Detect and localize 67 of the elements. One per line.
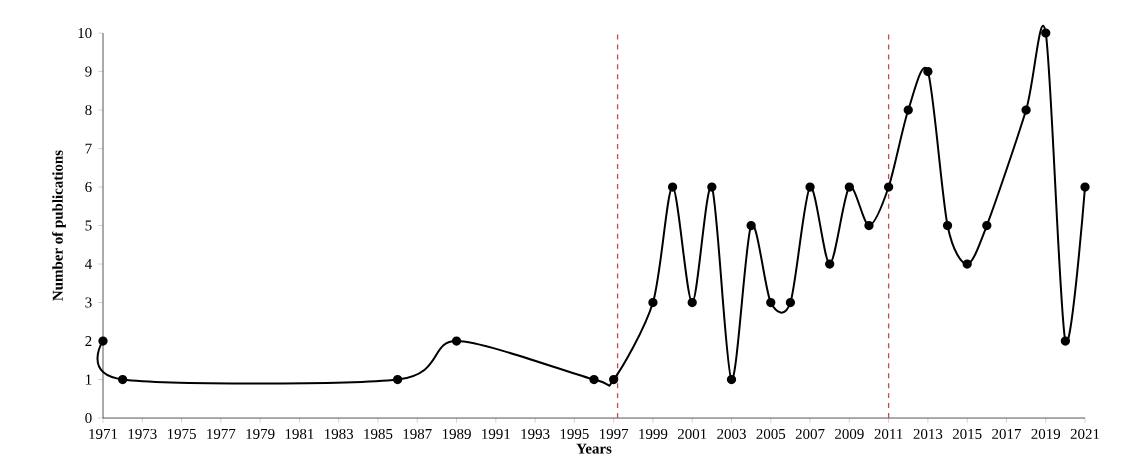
y-tick-label: 6 [85, 182, 92, 193]
y-tick-label: 10 [78, 27, 92, 39]
point [903, 105, 913, 115]
x-tick-label: 2017 [992, 428, 1021, 439]
point [392, 374, 403, 385]
x-tick-label: 2021 [1070, 428, 1100, 439]
x-tick-label: 2001 [677, 428, 707, 439]
point [687, 297, 697, 308]
x-tick-label: 1997 [600, 428, 629, 439]
point [726, 374, 737, 385]
x-tick-label: 1975 [167, 428, 196, 439]
point [785, 297, 796, 308]
point [1080, 182, 1090, 192]
x-tick-label: 1981 [285, 428, 314, 439]
point [942, 220, 953, 231]
point [667, 182, 678, 192]
point [962, 259, 972, 269]
point [982, 220, 992, 231]
y-tick-label: 9 [85, 66, 92, 77]
x-tick-label: 2007 [795, 428, 825, 439]
point [805, 182, 815, 192]
point [589, 374, 599, 385]
x-tick-label: 2009 [835, 428, 864, 439]
point [707, 182, 717, 192]
x-tick-label: 1983 [325, 428, 354, 439]
y-tick-label: 0 [85, 412, 92, 424]
point [1060, 336, 1071, 346]
y-tick-label: 4 [84, 259, 92, 269]
point [609, 374, 619, 385]
y-tick-label: 3 [85, 297, 92, 308]
x-tick-label: 1977 [207, 428, 236, 439]
point [883, 182, 894, 192]
point [864, 220, 874, 231]
point [923, 66, 933, 77]
point [825, 259, 835, 269]
point [844, 182, 854, 192]
y-tick-label: 2 [85, 336, 92, 346]
x-tick-label: 1989 [442, 428, 471, 439]
point [746, 220, 756, 231]
x-tick-label: 2013 [913, 428, 943, 439]
x-tick-label: 2005 [756, 428, 786, 439]
y-tick-label: 1 [86, 374, 92, 385]
x-tick-label: 2003 [717, 428, 746, 439]
x-axis-title: Years [576, 443, 612, 454]
point [451, 336, 462, 346]
x-tick-label: 1973 [128, 428, 157, 439]
y-tick-label: 5 [85, 220, 92, 231]
point [1021, 105, 1031, 115]
point [766, 297, 776, 308]
x-tick-label: 2015 [952, 428, 982, 439]
x-tick-label: 1995 [560, 428, 589, 439]
x-tick-label: 1999 [639, 428, 668, 439]
point [1041, 28, 1051, 38]
point [98, 336, 108, 346]
y-tick-label: 8 [85, 104, 92, 116]
y-axis-title: Number of publications [52, 150, 66, 301]
x-tick-label: 1987 [403, 428, 432, 439]
y-tick-label: 7 [85, 143, 92, 154]
x-tick-label: 1971 [89, 428, 118, 439]
x-tick-label: 2011 [874, 428, 903, 439]
x-tick-label: 1991 [482, 428, 510, 439]
point [648, 297, 658, 308]
x-tick-label: 1985 [364, 428, 393, 439]
x-tick-label: 2019 [1031, 428, 1061, 439]
x-tick-label: 1979 [246, 428, 275, 439]
x-tick-label: 1993 [521, 428, 550, 439]
point [118, 374, 128, 385]
